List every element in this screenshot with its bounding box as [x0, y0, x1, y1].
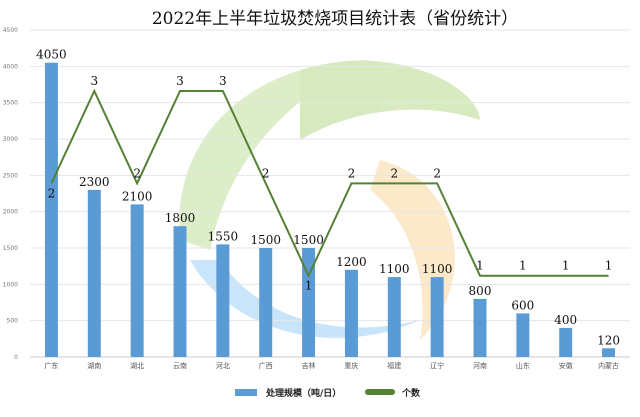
- y-tick-label: 0: [14, 354, 18, 361]
- line-data-label: 1: [562, 259, 570, 273]
- category-label: 湖南: [87, 361, 101, 370]
- category-label: 安徽: [559, 361, 573, 370]
- category-label: 河南: [473, 361, 487, 370]
- bar-data-label: 800: [469, 284, 492, 298]
- y-tick-label: 1500: [3, 245, 18, 252]
- bar: [87, 189, 101, 357]
- y-tick-label: 4000: [3, 63, 18, 70]
- line-data-label: 3: [90, 74, 98, 88]
- line-data-label: 2: [348, 166, 356, 180]
- bar-data-label: 1500: [250, 233, 281, 247]
- legend-bar-label: 处理规模（吨/日）: [265, 387, 341, 399]
- y-tick-label: 2000: [3, 209, 18, 216]
- legend: 处理规模（吨/日） 个数: [235, 387, 421, 399]
- bar: [216, 244, 230, 357]
- bar: [387, 277, 401, 357]
- count-line: [50, 88, 609, 279]
- line-data-label: 2: [433, 166, 441, 180]
- line-data-label: 1: [305, 279, 313, 293]
- bar: [130, 204, 144, 357]
- bar-data-label: 1500: [293, 233, 324, 247]
- category-label: 重庆: [344, 361, 358, 370]
- chart-title: 2022年上半年垃圾焚烧项目统计表（省份统计）: [152, 9, 518, 29]
- bar: [302, 248, 316, 357]
- y-tick-label: 500: [7, 318, 19, 325]
- line-data-label: 1: [605, 259, 613, 273]
- bar-data-label: 1100: [379, 262, 410, 276]
- line-data-label: 2: [48, 186, 56, 200]
- bar: [473, 298, 487, 357]
- category-label: 湖北: [130, 361, 144, 370]
- bar: [602, 348, 616, 357]
- y-tick-label: 3500: [3, 100, 18, 107]
- line-data-label: 2: [262, 166, 270, 180]
- bar: [516, 313, 530, 357]
- y-tick-label: 2500: [3, 172, 18, 179]
- legend-line-swatch: [365, 389, 395, 395]
- bar-data-label: 4050: [36, 48, 67, 62]
- category-label: 辽宁: [430, 361, 444, 370]
- legend-line-label: 个数: [401, 387, 421, 399]
- bar-data-label: 600: [511, 298, 534, 312]
- line-data-label: 1: [476, 259, 484, 273]
- bar-data-label: 400: [554, 313, 577, 327]
- category-label: 福建: [387, 361, 401, 370]
- category-label: 广东: [44, 361, 58, 370]
- category-label: 云南: [173, 361, 187, 370]
- bar-data-label: 1550: [208, 229, 239, 243]
- category-label: 河北: [216, 362, 230, 370]
- category-label: 吉林: [302, 361, 316, 370]
- line-data-label: 3: [176, 74, 184, 88]
- bar: [559, 327, 573, 357]
- category-label: 山东: [516, 361, 530, 370]
- bar: [344, 269, 358, 357]
- bar-data-label: 2300: [79, 175, 110, 189]
- line-data-label: 1: [519, 259, 527, 273]
- category-label: 广西: [259, 361, 273, 370]
- bar-data-label: 2100: [122, 189, 153, 203]
- bar-data-label: 1100: [422, 262, 453, 276]
- y-tick-label: 4500: [3, 27, 18, 34]
- bar: [259, 248, 273, 357]
- line-data-label: 3: [219, 74, 227, 88]
- bar: [173, 226, 187, 357]
- line-data-label: 2: [133, 166, 141, 180]
- category-label: 内蒙古: [598, 361, 619, 370]
- bar: [430, 277, 444, 357]
- bar-data-label: 1200: [336, 255, 367, 269]
- y-tick-label: 1000: [3, 281, 18, 288]
- legend-bar-swatch: [235, 389, 257, 396]
- bar-data-label: 1800: [165, 211, 196, 225]
- bar: [44, 62, 58, 357]
- bar-data-label: 120: [597, 333, 620, 347]
- y-tick-label: 3000: [3, 136, 18, 143]
- line-data-label: 2: [390, 166, 398, 180]
